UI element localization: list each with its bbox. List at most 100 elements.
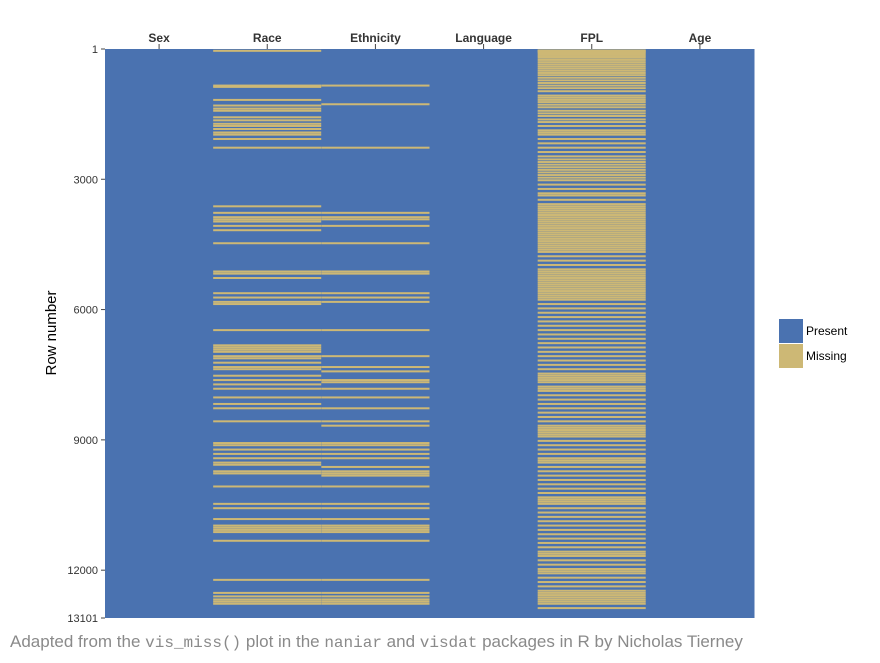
- missing-row-mark: [537, 507, 646, 510]
- missing-row-mark: [321, 457, 430, 460]
- missing-row-mark: [213, 119, 322, 122]
- column-label: Sex: [148, 31, 170, 45]
- legend-swatch-missing: [779, 344, 803, 368]
- missing-row-mark: [321, 396, 430, 399]
- missing-row-mark: [537, 129, 646, 132]
- missing-row-mark: [213, 124, 322, 127]
- missing-row-mark: [321, 595, 430, 598]
- missing-row-mark: [321, 366, 430, 369]
- missing-row-mark: [537, 374, 646, 377]
- column-bar-language: [429, 49, 539, 618]
- missing-row-mark: [537, 487, 646, 490]
- missing-row-mark: [321, 600, 430, 603]
- missing-row-mark: [537, 379, 646, 382]
- missing-row-mark: [537, 168, 646, 171]
- missing-row-mark: [321, 474, 430, 477]
- missing-row-mark: [213, 344, 322, 347]
- missing-row-mark: [213, 526, 322, 529]
- missing-row-mark: [213, 366, 322, 369]
- missing-row-mark: [537, 550, 646, 553]
- missing-row-mark: [537, 385, 646, 388]
- missing-row-mark: [537, 183, 646, 186]
- missing-row-mark: [213, 470, 322, 473]
- legend-swatch-present: [779, 319, 803, 343]
- missing-row-mark: [537, 133, 646, 136]
- caption-text: and: [381, 632, 420, 651]
- missing-row-mark: [321, 472, 430, 475]
- caption-code: vis_miss(): [145, 634, 242, 652]
- missing-row-mark: [537, 398, 646, 401]
- missing-row-mark: [537, 324, 646, 327]
- missing-row-mark: [213, 133, 322, 136]
- missing-row-mark: [537, 220, 646, 223]
- missing-row-mark: [213, 131, 322, 134]
- missing-row-mark: [213, 329, 322, 332]
- missing-row-mark: [537, 474, 646, 477]
- missing-row-mark: [537, 227, 646, 230]
- missing-row-mark: [537, 255, 646, 258]
- missing-row-mark: [213, 107, 322, 110]
- missing-row-mark: [537, 51, 646, 54]
- missing-row-mark: [213, 485, 322, 488]
- caption: Adapted from the vis_miss() plot in the …: [10, 632, 743, 652]
- missing-row-mark: [537, 333, 646, 336]
- missing-row-mark: [537, 461, 646, 464]
- missing-row-mark: [537, 342, 646, 345]
- missing-row-mark: [321, 296, 430, 299]
- missing-row-mark: [213, 461, 322, 464]
- column-bar-sex: [105, 49, 214, 618]
- missing-row-mark: [537, 58, 646, 61]
- missing-row-mark: [213, 116, 322, 119]
- y-tick-label: 3000: [74, 174, 98, 186]
- missing-row-mark: [321, 526, 430, 529]
- missing-row-mark: [537, 259, 646, 262]
- missing-row-mark: [213, 85, 322, 88]
- missing-row-mark: [213, 109, 322, 112]
- missing-row-mark: [321, 452, 430, 455]
- missing-row-mark: [321, 598, 430, 601]
- missing-row-mark: [321, 407, 430, 410]
- missing-row-mark: [537, 263, 646, 266]
- missing-row-mark: [537, 161, 646, 164]
- missing-row-mark: [537, 500, 646, 503]
- missing-row-mark: [537, 237, 646, 240]
- missing-row-mark: [321, 465, 430, 468]
- missing-row-mark: [213, 128, 322, 131]
- missing-row-mark: [213, 528, 322, 531]
- missing-row-mark: [537, 235, 646, 238]
- missing-row-mark: [213, 346, 322, 349]
- missing-row-mark: [537, 233, 646, 236]
- missing-row-mark: [537, 71, 646, 74]
- missing-row-mark: [537, 368, 646, 371]
- missing-row-mark: [537, 346, 646, 349]
- missing-row-mark: [321, 242, 430, 245]
- missing-row-mark: [537, 163, 646, 166]
- missing-row-mark: [213, 444, 322, 447]
- missing-row-mark: [213, 502, 322, 505]
- missing-row-mark: [537, 250, 646, 253]
- column-labels: Sex Race Ethnicity Language FPL Age: [148, 31, 712, 49]
- missing-row-mark: [537, 53, 646, 56]
- column-label: Age: [689, 31, 712, 45]
- missing-row-mark: [537, 585, 646, 588]
- missing-row-mark: [537, 67, 646, 70]
- missing-row-mark: [213, 49, 322, 52]
- missing-row-mark: [213, 137, 322, 140]
- missing-row-mark: [321, 502, 430, 505]
- missing-row-mark: [213, 98, 322, 101]
- missing-row-mark: [213, 602, 322, 605]
- caption-text: packages in R by Nicholas Tierney: [477, 632, 743, 651]
- missing-row-mark: [321, 84, 430, 87]
- missing-row-mark: [537, 570, 646, 573]
- missing-row-mark: [537, 209, 646, 212]
- missing-row-mark: [213, 242, 322, 245]
- missing-row-mark: [537, 376, 646, 379]
- missing-row-mark: [321, 528, 430, 531]
- missing-row-mark: [537, 292, 646, 295]
- missing-row-mark: [213, 229, 322, 232]
- missing-row-mark: [537, 272, 646, 275]
- missing-row-mark: [537, 63, 646, 66]
- missing-row-mark: [537, 246, 646, 249]
- missing-row-mark: [213, 472, 322, 475]
- missing-row-mark: [537, 337, 646, 340]
